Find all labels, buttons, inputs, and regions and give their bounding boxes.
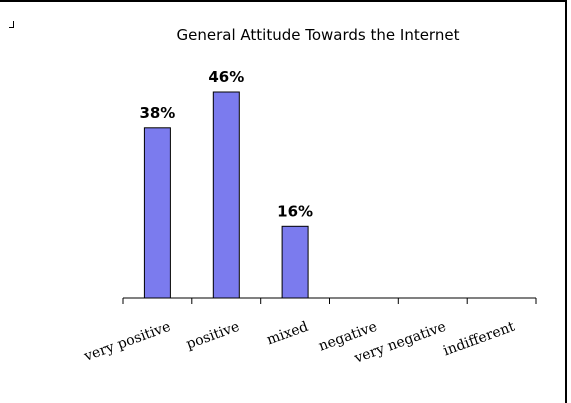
chart-title: General Attitude Towards the Internet [177, 26, 460, 44]
data-label-mixed: 16% [277, 202, 313, 220]
x-tick-label-positive: positive [184, 319, 241, 353]
bar-mixed [281, 225, 309, 299]
bar-very-positive [143, 127, 171, 299]
bar-positive [212, 91, 240, 299]
data-label-positive: 46% [208, 68, 244, 86]
x-tick-label-very-positive: very positive [81, 319, 173, 365]
data-label-very-positive: 38% [139, 104, 175, 122]
corner-mark [9, 21, 14, 28]
x-tick-label-indifferent: indifferent [441, 319, 517, 360]
x-tick-label-mixed: mixed [265, 319, 311, 349]
